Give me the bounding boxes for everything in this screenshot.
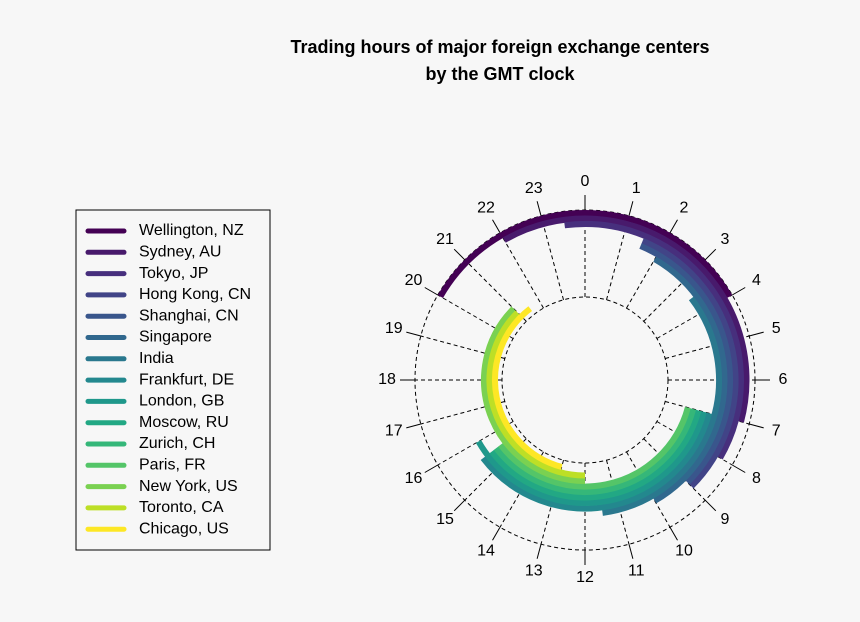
trading-arc	[493, 408, 697, 495]
tick-mark	[704, 499, 717, 512]
legend-label: Frankfurt, DE	[139, 371, 234, 388]
legend-label: Singapore	[139, 329, 212, 346]
legend-label: Tokyo, JP	[139, 265, 208, 282]
hour-label: 3	[721, 231, 730, 248]
trading-arc	[492, 306, 563, 470]
hour-label: 20	[405, 272, 423, 289]
hour-label: 8	[752, 470, 761, 487]
hour-label: 15	[436, 511, 454, 528]
legend-label: London, GB	[139, 393, 224, 410]
legend-label: India	[139, 350, 174, 367]
tick-mark	[669, 219, 678, 234]
tick-mark	[536, 544, 542, 559]
hour-label: 22	[477, 200, 495, 217]
trading-arc	[481, 306, 586, 484]
trading-arc	[489, 409, 702, 501]
tick-mark	[628, 544, 634, 559]
legend-label: New York, US	[139, 478, 238, 495]
hour-label: 19	[385, 320, 403, 337]
trading-arc	[486, 310, 586, 479]
hour-label: 21	[436, 231, 454, 248]
hour-label: 6	[779, 371, 788, 388]
hour-label: 9	[721, 511, 730, 528]
trading-arc	[480, 412, 713, 512]
legend-label: Sydney, AU	[139, 244, 221, 261]
tick-mark	[492, 219, 501, 234]
legend-label: Moscow, RU	[139, 414, 229, 431]
hour-label: 7	[772, 422, 781, 439]
legend-label: Wellington, NZ	[139, 222, 244, 239]
legend-label: Paris, FR	[139, 457, 206, 474]
tick-mark	[749, 423, 764, 429]
tick-mark	[731, 464, 746, 473]
tick-mark	[749, 331, 764, 337]
trading-arc	[564, 221, 744, 460]
trading-arc	[602, 296, 722, 516]
tick-mark	[453, 499, 466, 512]
tick-mark	[628, 201, 634, 216]
hour-label: 18	[378, 371, 396, 388]
legend-label: Hong Kong, CN	[139, 286, 251, 303]
legend-label: Toronto, CA	[139, 499, 224, 516]
tick-mark	[453, 248, 466, 261]
hour-label: 4	[752, 272, 761, 289]
hour-label: 10	[675, 543, 693, 560]
legend-label: Zurich, CH	[139, 435, 215, 452]
tick-mark	[669, 526, 678, 541]
tick-mark	[424, 464, 439, 473]
hour-label: 12	[576, 569, 594, 586]
hour-label: 16	[405, 470, 423, 487]
trading-arc	[475, 411, 707, 506]
hour-label: 5	[772, 320, 781, 337]
tick-mark	[492, 526, 501, 541]
tick-mark	[424, 287, 439, 296]
hour-label: 1	[632, 180, 641, 197]
hour-label: 11	[628, 562, 645, 579]
hour-label: 0	[581, 173, 590, 190]
spoke	[499, 232, 544, 309]
spoke	[540, 215, 565, 300]
hour-label: 14	[477, 543, 495, 560]
trading-arc	[641, 238, 739, 489]
trading-arc	[437, 210, 733, 299]
hour-label: 17	[385, 422, 403, 439]
tick-mark	[406, 423, 421, 429]
hour-label: 23	[525, 180, 543, 197]
hour-label: 13	[525, 562, 543, 579]
legend-box	[75, 209, 271, 551]
trading-arc	[639, 243, 733, 485]
hour-label: 2	[680, 200, 689, 217]
chart-subtitle: by the GMT clock	[425, 64, 575, 84]
legend-label: Shanghai, CN	[139, 307, 239, 324]
legend-label: Chicago, US	[139, 520, 229, 537]
trading-arc	[498, 406, 691, 490]
trading-arc	[502, 215, 750, 423]
tick-mark	[731, 287, 746, 296]
tick-mark	[406, 331, 421, 337]
tick-mark	[536, 201, 542, 216]
trading-arc	[653, 256, 728, 504]
chart-title: Trading hours of major foreign exchange …	[290, 37, 709, 57]
tick-mark	[704, 248, 717, 261]
